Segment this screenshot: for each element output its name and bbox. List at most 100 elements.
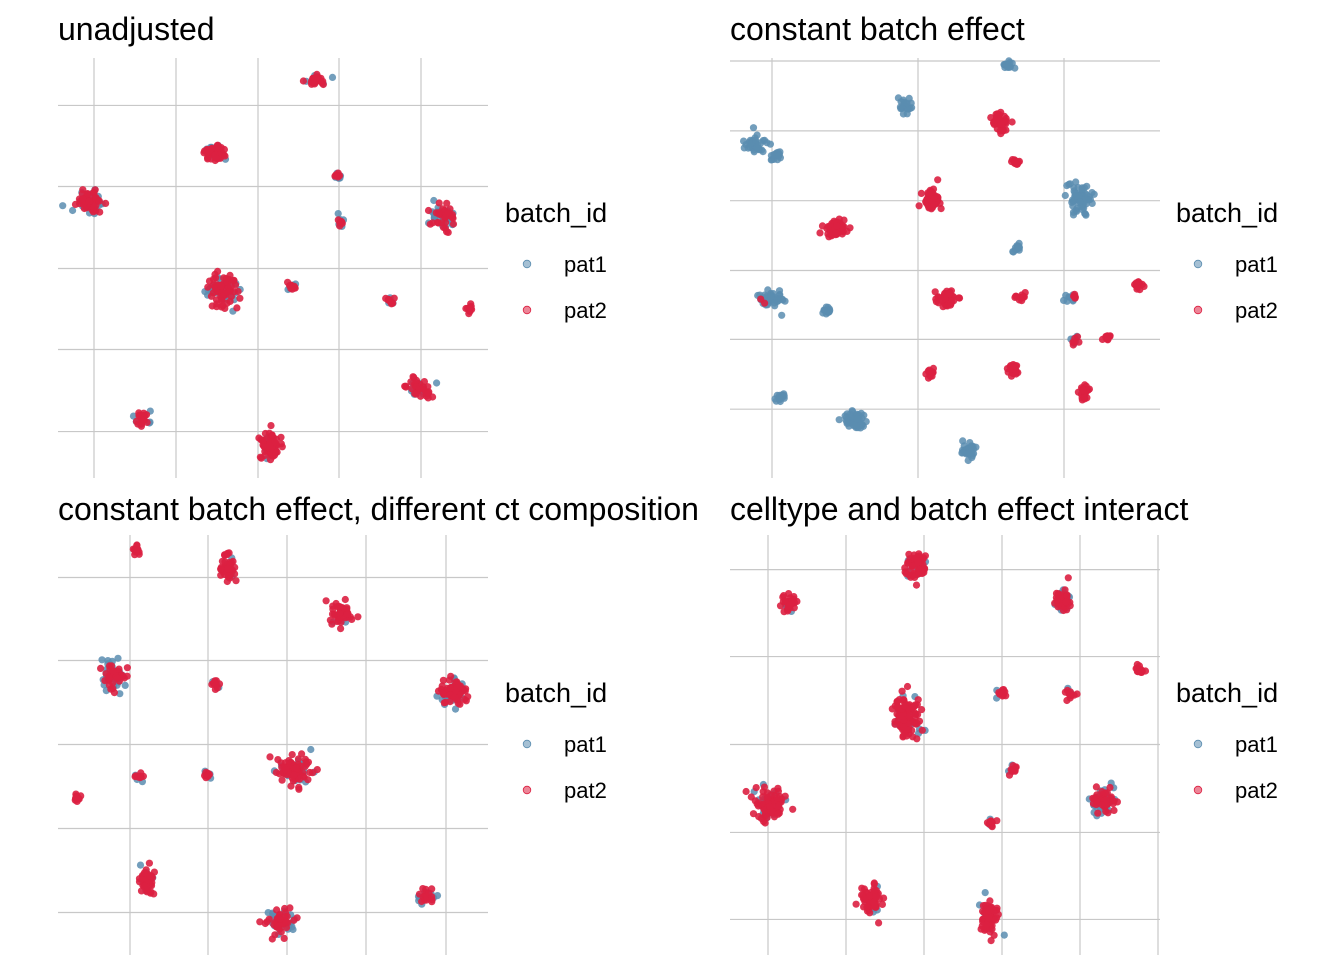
point-pat2 — [105, 674, 113, 682]
point-pat2 — [946, 290, 954, 298]
point-pat1 — [1061, 191, 1069, 200]
point-pat1 — [1082, 211, 1090, 219]
panel-title: constant batch effect — [730, 11, 1025, 47]
point-pat2 — [825, 233, 833, 241]
point-pat2 — [1094, 809, 1102, 817]
point-pat2 — [102, 199, 110, 207]
point-pat2 — [313, 766, 321, 774]
legend: batch_id pat1 pat2 — [1176, 678, 1278, 803]
legend: batch_id pat1 pat2 — [1176, 198, 1278, 323]
point-pat2 — [934, 176, 942, 184]
point-pat1 — [69, 206, 77, 215]
point-pat2 — [878, 900, 887, 909]
point-pat2 — [1063, 696, 1071, 705]
point-pat2 — [1104, 335, 1112, 343]
point-pat1 — [98, 656, 106, 664]
point-pat2 — [294, 755, 302, 763]
point-pat2 — [107, 685, 115, 693]
legend-title: batch_id — [505, 678, 607, 708]
point-pat2 — [1071, 293, 1079, 301]
point-pat2 — [1089, 794, 1097, 802]
point-pat2 — [757, 295, 765, 303]
point-pat1 — [775, 152, 783, 160]
point-pat2 — [870, 880, 878, 888]
point-pat2 — [286, 904, 294, 912]
point-pat2 — [354, 613, 362, 621]
cluster — [1074, 381, 1093, 404]
cluster — [1051, 574, 1074, 615]
point-pat2 — [224, 565, 232, 573]
point-pat1 — [1082, 200, 1090, 208]
point-pat2 — [1002, 126, 1010, 134]
point-pat2 — [1109, 800, 1117, 808]
cluster — [1009, 239, 1024, 256]
point-pat2 — [923, 196, 931, 204]
cluster — [901, 550, 930, 589]
point-pat2 — [322, 597, 330, 605]
point-pat2 — [80, 204, 88, 213]
cluster — [299, 70, 337, 89]
legend-title: batch_id — [1176, 198, 1278, 228]
point-pat2 — [221, 551, 229, 559]
point-pat1 — [752, 136, 760, 144]
cluster — [975, 889, 1008, 945]
point-pat2 — [985, 914, 993, 922]
cluster — [1067, 332, 1083, 349]
point-pat2 — [915, 202, 923, 210]
cluster — [1085, 779, 1121, 820]
legend: batch_id pat1 pat2 — [505, 678, 607, 803]
point-pat1 — [959, 437, 967, 445]
point-pat2 — [924, 374, 933, 382]
point-pat2 — [260, 442, 268, 450]
panel-3: constant batch effect, different ct comp… — [58, 491, 699, 955]
point-pat1 — [964, 449, 973, 458]
cluster — [217, 549, 240, 586]
cluster — [987, 108, 1016, 138]
legend-title: batch_id — [1176, 678, 1278, 708]
point-pat2 — [312, 74, 320, 82]
point-pat2 — [947, 299, 955, 307]
panel-2: constant batch effect batch_id pat1 pat2 — [730, 11, 1278, 478]
point-pat2 — [766, 803, 774, 811]
point-pat2 — [306, 768, 314, 777]
point-pat2 — [1052, 589, 1061, 598]
point-pat1 — [767, 293, 775, 301]
point-pat2 — [1063, 592, 1071, 600]
point-pat2 — [894, 703, 902, 711]
point-pat2 — [105, 662, 114, 670]
point-pat2 — [448, 213, 457, 221]
point-pat2 — [866, 892, 874, 900]
cluster — [201, 767, 215, 782]
point-pat2 — [233, 304, 241, 312]
point-pat2 — [223, 577, 231, 586]
point-pat2 — [337, 625, 345, 633]
point-pat2 — [1140, 282, 1148, 290]
point-pat2 — [918, 706, 926, 714]
point-pat2 — [1054, 603, 1062, 611]
point-pat2 — [446, 684, 454, 692]
point-pat2 — [146, 872, 154, 880]
point-pat2 — [136, 774, 144, 782]
point-pat2 — [97, 664, 105, 673]
point-pat1 — [307, 745, 315, 754]
legend-key-pat1 — [522, 739, 532, 749]
point-pat2 — [1062, 598, 1070, 606]
point-pat2 — [424, 206, 433, 215]
point-pat1 — [764, 286, 772, 294]
cluster — [322, 595, 362, 633]
point-pat2 — [268, 431, 276, 439]
cluster — [835, 407, 870, 432]
cluster — [888, 682, 929, 743]
point-pat1 — [116, 690, 124, 698]
point-pat2 — [109, 667, 117, 675]
cluster — [915, 176, 945, 213]
point-pat2 — [908, 562, 916, 570]
point-pat2 — [236, 294, 244, 302]
point-pat2 — [429, 393, 437, 401]
panel-title: unadjusted — [58, 11, 215, 47]
point-pat2 — [786, 601, 794, 610]
point-pat1 — [1090, 190, 1098, 198]
cluster — [131, 769, 147, 786]
point-pat2 — [205, 147, 213, 155]
point-pat2 — [288, 751, 296, 759]
